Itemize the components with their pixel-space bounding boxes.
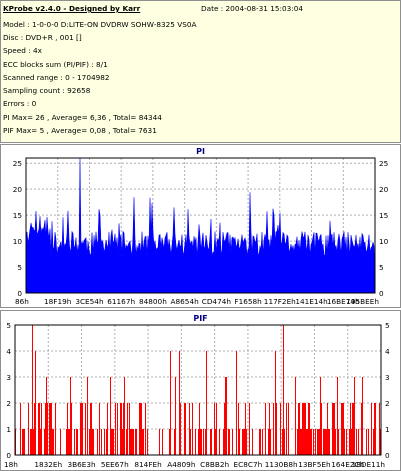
pif-chart: PIF 0 0 1 1 2 2 3 3 4 4 5 5 18h 1832Eh 3B6E3h 5EE67h 814F… — [0, 310, 401, 471]
model-line: Model : 1-0-0-0 D:LITE-ON DVDRW SOHW-832… — [3, 20, 197, 29]
x-tick-label: 18F19h — [44, 297, 71, 306]
y-tick-label-left: 2 — [6, 399, 11, 408]
x-tick-label: 1130B8h — [265, 460, 298, 469]
y-tick-label-left: 25 — [13, 159, 22, 168]
y-tick-label-right: 3 — [385, 373, 390, 382]
y-tick-label-right: 25 — [379, 159, 388, 168]
x-tick-label: 84800h — [139, 297, 167, 306]
ecc-line: ECC blocks sum (PI/PIF) : 8/1 — [3, 60, 108, 69]
pi-stats-line: PI Max= 26 , Average= 6,36 , Total= 8434… — [3, 113, 162, 122]
x-tick-label: 1832Eh — [34, 460, 62, 469]
y-tick-label-right: 1 — [385, 425, 390, 434]
y-tick-label-left: 3 — [6, 373, 11, 382]
sampling-line: Sampling count : 92658 — [3, 86, 91, 95]
y-tick-label-right: 4 — [385, 347, 390, 356]
y-tick-label-left: 0 — [17, 289, 22, 298]
y-tick-label-left: 15 — [13, 211, 22, 220]
y-tick-label-right: 15 — [379, 211, 388, 220]
info-panel: KProbe v2.4.0 - Designed by Karr Date : … — [0, 0, 401, 143]
x-tick-label: 195BEEh — [346, 297, 379, 306]
x-tick-label: 61167h — [107, 297, 135, 306]
y-tick-label-left: 1 — [6, 425, 11, 434]
scan-date: Date : 2004-08-31 15:03:04 — [201, 4, 304, 13]
x-tick-label: 86h — [15, 297, 29, 306]
x-tick-label: C8BB2h — [200, 460, 229, 469]
pi-chart: PI 0 0 5 5 10 10 15 15 20 20 25 25 86h 18F19h 3CE54h 611… — [0, 144, 401, 308]
app-title: KProbe v2.4.0 - Designed by Karr — [3, 4, 141, 13]
y-tick-label-left: 5 — [17, 263, 22, 272]
chart-title: PI — [196, 147, 205, 156]
y-tick-label-right: 5 — [379, 263, 384, 272]
x-tick-label: 13BF5Eh — [298, 460, 330, 469]
errors-line: Errors : 0 — [3, 99, 37, 108]
x-tick-label: 5EE67h — [101, 460, 129, 469]
x-tick-label: EC8C7h — [234, 460, 263, 469]
x-tick-label: A4809h — [167, 460, 195, 469]
chart-title: PIF — [193, 314, 207, 323]
plot-border — [14, 324, 382, 456]
plot-border — [25, 157, 376, 294]
x-tick-label: 16BE74h — [327, 297, 360, 306]
x-tick-label: 3B6E3h — [67, 460, 95, 469]
y-tick-label-left: 0 — [6, 451, 11, 460]
x-tick-label: 3CE54h — [75, 297, 103, 306]
x-tick-label: 164E2Ch — [331, 460, 364, 469]
disc-line: Disc : DVD+R , 001 [] — [3, 33, 82, 42]
x-tick-label: 18h — [4, 460, 18, 469]
speed-line: Speed : 4x — [3, 46, 42, 55]
x-tick-label: 18DE11h — [352, 460, 385, 469]
y-tick-label-right: 10 — [379, 237, 389, 246]
x-tick-label: 117F2Eh — [264, 297, 296, 306]
pi-series — [25, 157, 376, 294]
y-tick-label-right: 20 — [379, 185, 389, 194]
y-tick-label-right: 2 — [385, 399, 390, 408]
y-tick-label-left: 5 — [6, 321, 11, 330]
y-tick-label-right: 0 — [385, 451, 390, 460]
x-tick-label: 814FEh — [134, 460, 161, 469]
y-tick-label-left: 20 — [13, 185, 23, 194]
pif-stats-line: PIF Max= 5 , Average= 0,08 , Total= 7631 — [3, 126, 157, 135]
x-tick-label: F1658h — [234, 297, 261, 306]
x-tick-label: CD474h — [202, 297, 231, 306]
y-tick-label-left: 10 — [13, 237, 23, 246]
x-tick-label: 141E14h — [295, 297, 327, 306]
range-line: Scanned range : 0 - 1704982 — [3, 73, 110, 82]
y-tick-label-right: 0 — [379, 289, 384, 298]
y-tick-label-left: 4 — [6, 347, 11, 356]
x-tick-label: A8654h — [171, 297, 199, 306]
y-tick-label-right: 5 — [385, 321, 390, 330]
